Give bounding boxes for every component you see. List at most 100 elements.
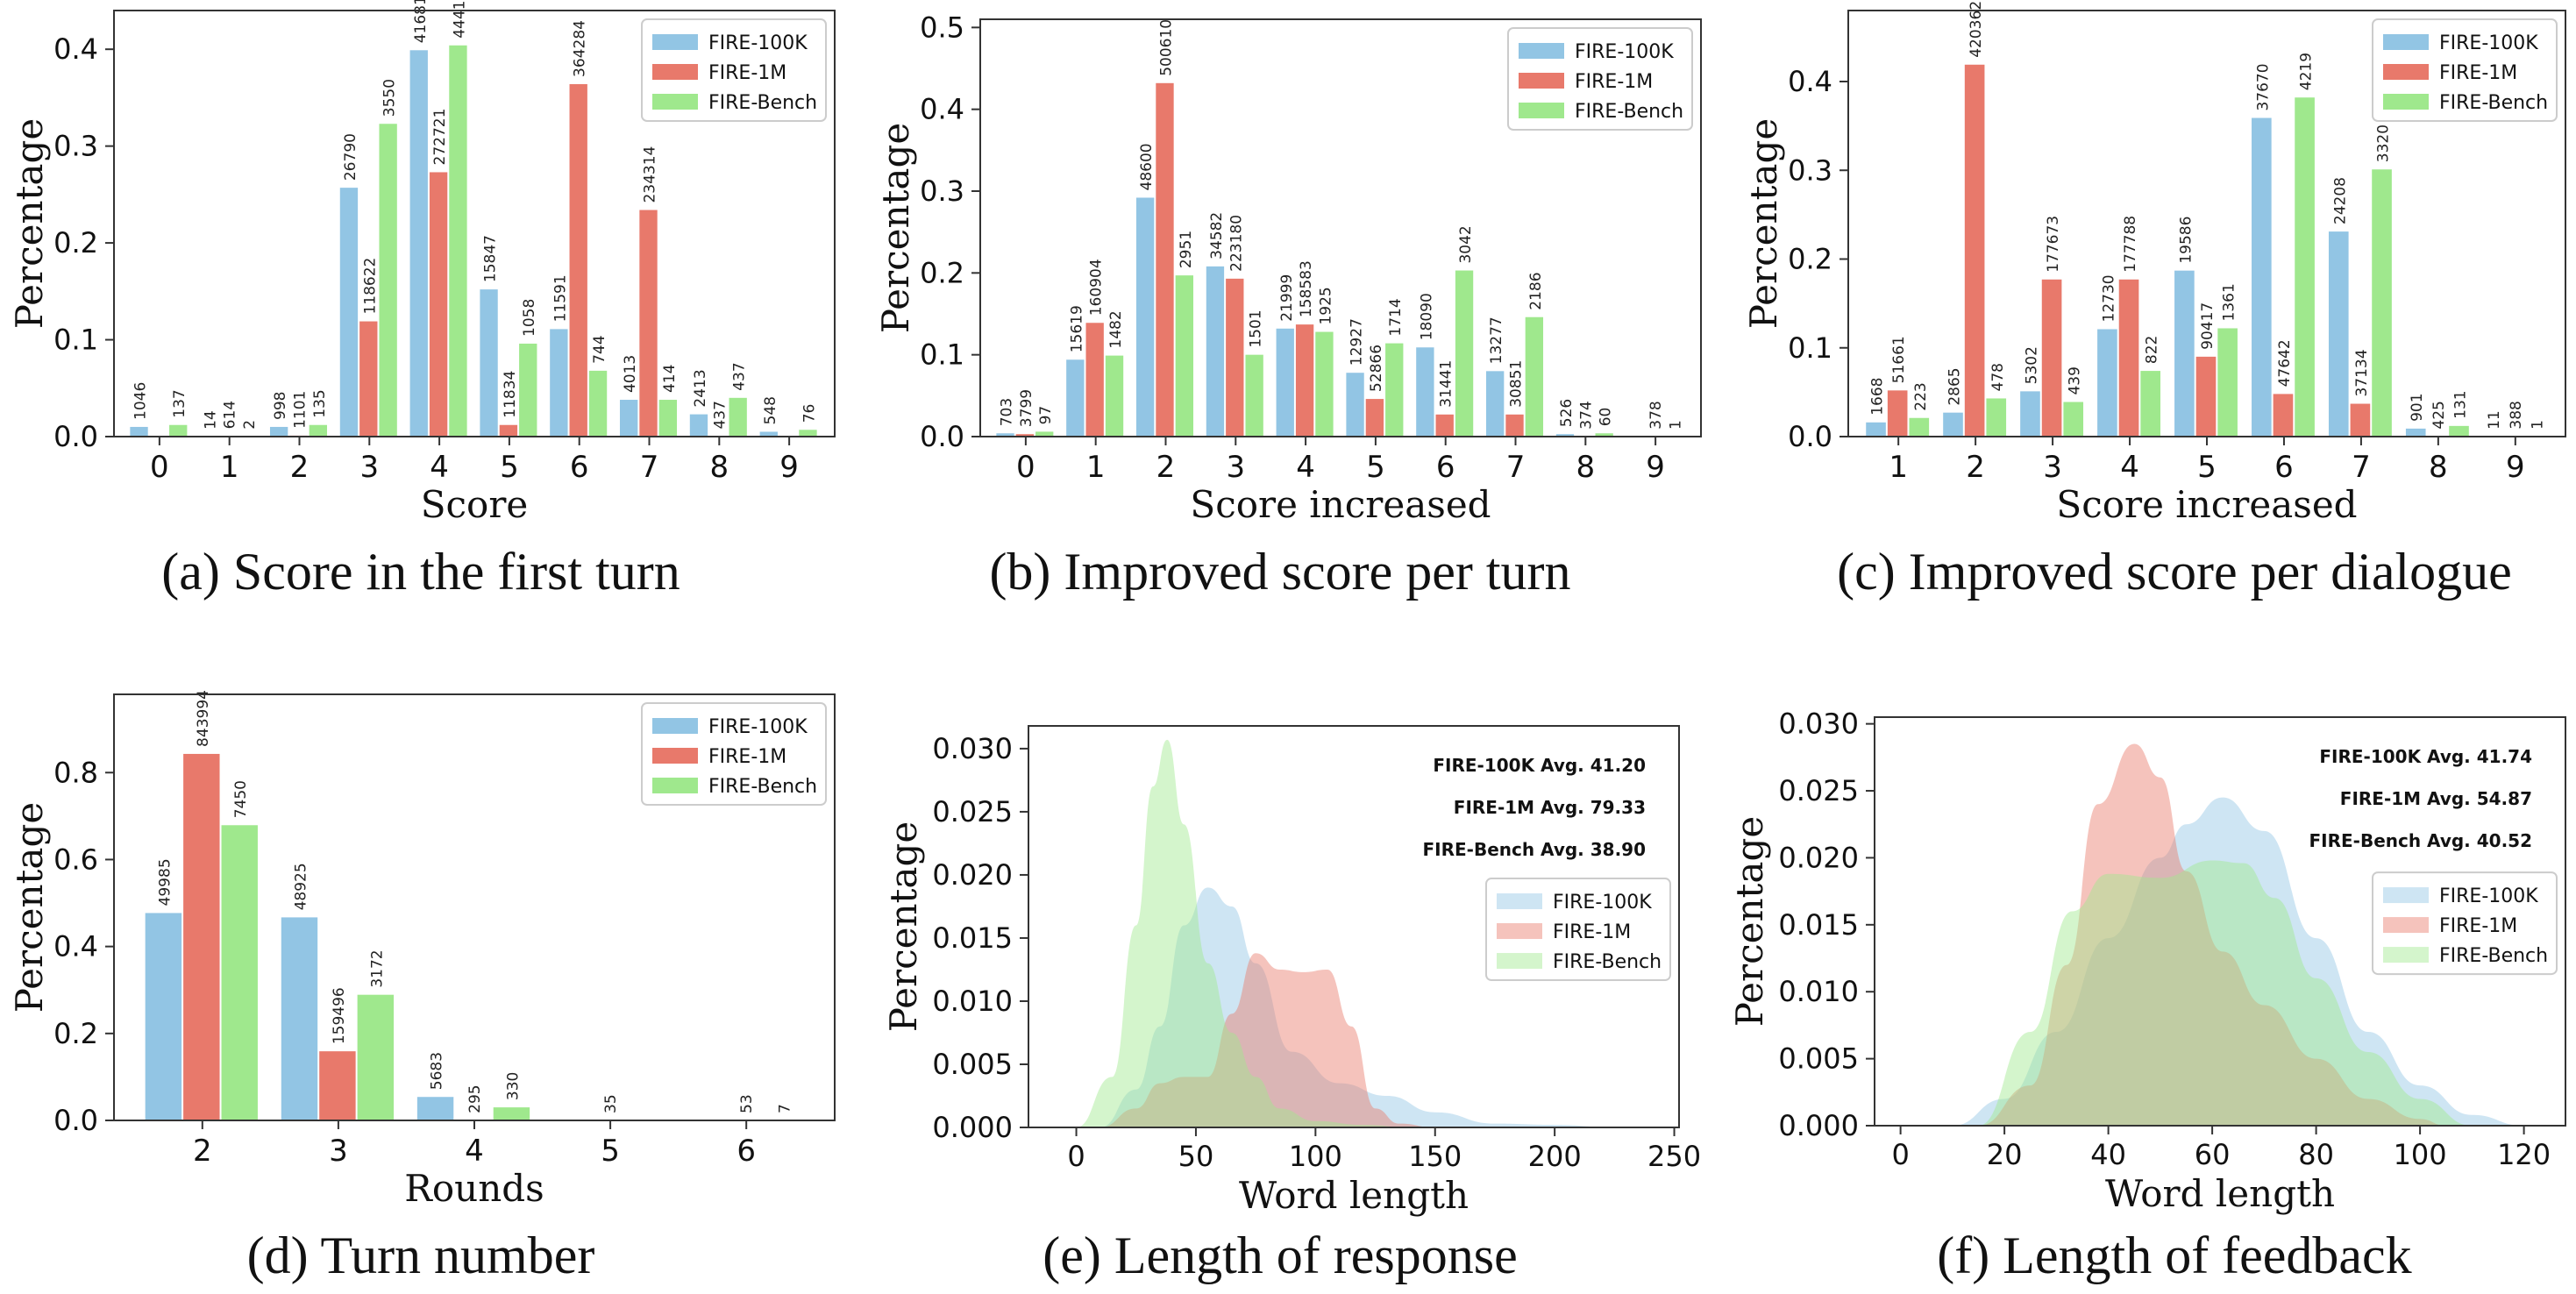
bar xyxy=(1035,431,1054,437)
bar-data-label: 51661 xyxy=(1890,336,1908,383)
bar xyxy=(1105,355,1124,437)
y-tick-label: 0.025 xyxy=(932,795,1013,828)
y-tick-label: 0.015 xyxy=(1778,908,1859,942)
bar xyxy=(1365,399,1384,437)
bar xyxy=(359,321,378,437)
chart-panel-e: 0 50 100 150 200 250 FIRE-100K Avg. 41.20 FIRE-… xyxy=(882,725,1701,1217)
bar xyxy=(799,430,817,437)
legend-swatch xyxy=(1497,953,1542,970)
bar-data-label: 31441 xyxy=(1438,360,1455,408)
bar xyxy=(1015,434,1035,437)
bar xyxy=(1135,197,1155,437)
y-tick-label: 0.030 xyxy=(1778,707,1859,741)
legend-label: FIRE-Bench xyxy=(708,776,817,798)
avg-annotation: FIRE-Bench Avg. 38.90 xyxy=(1422,839,1646,860)
bar xyxy=(2405,428,2426,437)
caption-e: (e) Length of response xyxy=(1042,1226,1518,1284)
x-tick-label: 3 xyxy=(359,450,379,485)
bar-data-label: 1 xyxy=(1667,420,1684,430)
bar xyxy=(480,289,498,437)
plot-frame xyxy=(113,693,836,1121)
bar xyxy=(1156,82,1174,437)
y-tick-label: 0.0 xyxy=(920,420,964,453)
bar xyxy=(309,424,328,437)
bar xyxy=(2174,270,2195,437)
x-tick-label: 9 xyxy=(2506,450,2525,485)
bar xyxy=(1595,433,1613,437)
x-tick-label: 200 xyxy=(1528,1140,1582,1173)
bar-data-label: 3550 xyxy=(381,79,399,117)
avg-annotation: FIRE-100K Avg. 41.20 xyxy=(1433,755,1646,776)
bar-data-label: 998 xyxy=(272,392,289,420)
bar-data-label: 374 xyxy=(1577,401,1595,429)
bar-data-label: 131 xyxy=(2451,390,2469,418)
bar xyxy=(183,753,220,1120)
x-tick-label: 8 xyxy=(2429,450,2448,485)
bar-data-label: 272721 xyxy=(431,109,449,166)
x-tick-label: 100 xyxy=(2394,1138,2447,1171)
y-tick-label: 0.5 xyxy=(920,11,964,44)
legend-label: FIRE-100K xyxy=(1553,892,1652,914)
bar-data-label: 3799 xyxy=(1018,389,1035,427)
x-tick-label: 100 xyxy=(1289,1140,1342,1173)
bar-data-label: 5302 xyxy=(2023,346,2040,384)
bar-data-label: 118622 xyxy=(361,258,379,315)
bar-data-label: 2951 xyxy=(1178,231,1195,268)
x-tick-label: 150 xyxy=(1408,1140,1462,1173)
legend-swatch xyxy=(652,64,698,80)
bar xyxy=(1866,422,1886,437)
bar xyxy=(1295,324,1314,437)
bar-data-label: 4013 xyxy=(622,355,639,393)
bar xyxy=(1505,414,1524,437)
bar xyxy=(1206,266,1225,437)
bar xyxy=(2217,328,2238,437)
bar-data-label: 295 xyxy=(466,1084,484,1113)
bar xyxy=(550,329,568,437)
bar-data-label: 1501 xyxy=(1248,309,1265,347)
y-tick-label: 0.030 xyxy=(932,732,1013,765)
y-tick-label: 0.020 xyxy=(932,858,1013,892)
bar-data-label: 7450 xyxy=(232,780,250,818)
bar xyxy=(2140,371,2160,437)
y-axis-label: Percentage xyxy=(1728,816,1771,1027)
x-tick-label: 5 xyxy=(500,450,519,485)
bar-data-label: 439 xyxy=(2067,366,2084,395)
plot-frame xyxy=(1874,716,2566,1127)
bar-data-label: 21999 xyxy=(1278,274,1296,322)
legend-swatch xyxy=(2383,947,2429,963)
y-tick-label: 0.015 xyxy=(932,921,1013,955)
density-area xyxy=(1952,797,2524,1126)
x-tick-label: 7 xyxy=(640,450,659,485)
legend-label: FIRE-1M xyxy=(708,746,786,768)
legend: FIRE-100K FIRE-1M FIRE-Bench xyxy=(1507,27,1693,131)
y-tick-label: 0.010 xyxy=(1778,975,1859,1008)
bar xyxy=(2041,279,2062,437)
legend-swatch xyxy=(1497,893,1542,910)
bar xyxy=(416,1097,454,1120)
x-tick-label: 4 xyxy=(2120,450,2139,485)
bar xyxy=(1964,64,1985,437)
bar-data-label: 177673 xyxy=(2045,216,2062,273)
bar xyxy=(1085,323,1104,437)
bar-data-label: 744 xyxy=(591,335,608,363)
legend-swatch xyxy=(652,718,698,734)
bar-data-label: 2413 xyxy=(692,369,709,407)
bar-data-label: 414 xyxy=(661,365,679,393)
y-axis-label: Percentage xyxy=(874,123,917,333)
bar-data-label: 1925 xyxy=(1317,287,1334,324)
bar-data-label: 420362 xyxy=(1968,1,1985,58)
y-tick-label: 0.1 xyxy=(53,324,98,357)
bar xyxy=(1385,343,1404,437)
bar-data-label: 1101 xyxy=(291,391,309,429)
bar xyxy=(639,210,658,437)
x-tick-label: 4 xyxy=(430,450,449,485)
legend-swatch xyxy=(652,94,698,110)
bar-data-label: 223180 xyxy=(1228,215,1245,272)
x-tick-label: 40 xyxy=(2090,1138,2126,1171)
bar xyxy=(493,1107,530,1120)
bar-data-label: 11834 xyxy=(502,371,519,418)
y-tick-label: 0.2 xyxy=(53,226,98,260)
bar-data-label: 1482 xyxy=(1107,310,1125,348)
caption-a: (a) Score in the first turn xyxy=(161,543,680,601)
